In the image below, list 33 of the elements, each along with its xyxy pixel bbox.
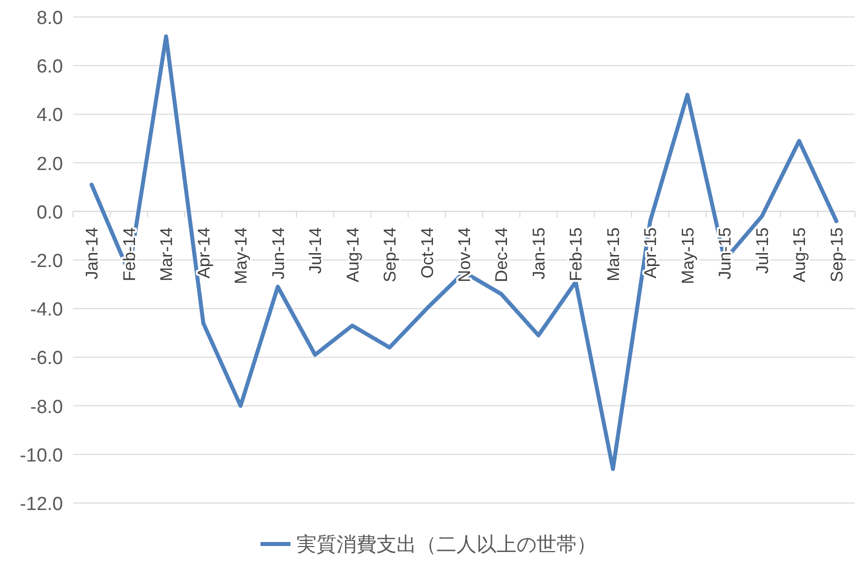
x-tick-label: Jun-14 [268,227,288,280]
x-tick-label: Jul-15 [752,227,772,274]
y-tick-label: -6.0 [30,348,63,370]
x-tick-label: Mar-15 [604,227,623,282]
x-tick-label: May-14 [232,227,251,284]
y-tick-label: 8.0 [36,8,63,29]
y-tick-label: 6.0 [36,56,63,78]
x-tick-label: Jan-15 [529,227,548,280]
y-tick-label: 2.0 [36,154,63,175]
x-tick-label: Aug-14 [343,227,362,282]
x-tick-label: Sep-15 [827,227,846,282]
x-tick-label: Apr-14 [194,227,214,278]
y-tick-label: -12.0 [20,494,63,515]
y-tick-label: -4.0 [30,300,63,321]
y-tick-label: 0.0 [36,202,63,224]
legend-label: 実質消費支出（二人以上の世帯） [296,533,596,556]
y-tick-label: -2.0 [30,251,63,272]
x-tick-label: May-15 [678,227,698,284]
y-tick-label: -10.0 [20,445,63,466]
x-tick-label: Apr-15 [641,227,660,278]
y-tick-label: -8.0 [30,396,63,418]
x-tick-label: Jan-14 [82,227,102,280]
x-tick-label: Feb-14 [120,227,139,282]
x-tick-label: Sep-14 [380,227,400,282]
x-tick-label: Jul-14 [306,227,326,274]
y-tick-label: 4.0 [36,105,63,126]
x-tick-label: Feb-15 [566,227,586,282]
x-tick-label: Aug-15 [790,227,810,282]
x-tick-label: Oct-14 [418,227,437,278]
x-tick-label: Dec-14 [492,227,512,282]
x-tick-label: Jun-15 [716,227,735,280]
x-tick-label: Mar-14 [157,227,176,282]
x-tick-label: Nov-14 [455,227,474,282]
